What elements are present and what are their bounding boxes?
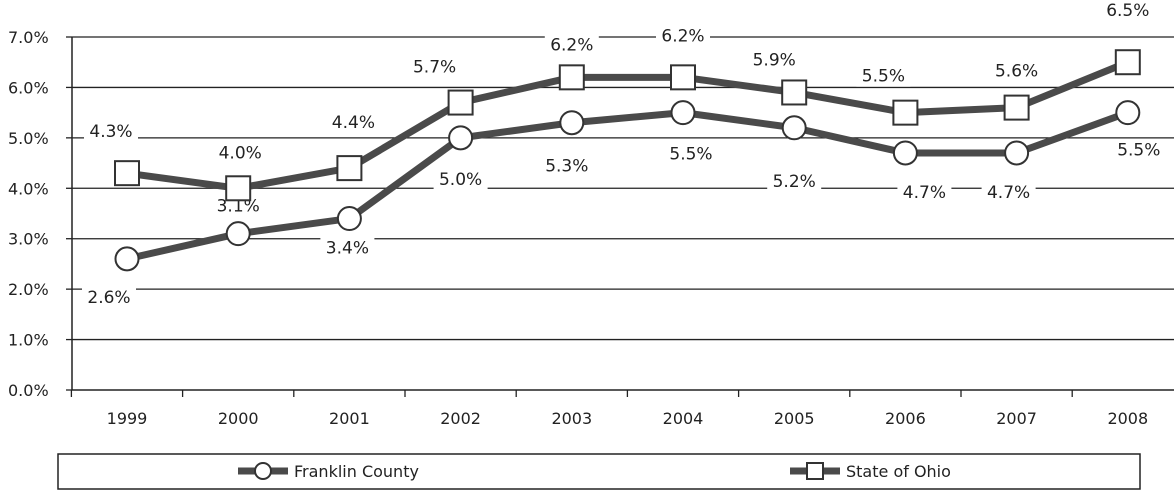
data-point-square bbox=[225, 175, 252, 202]
data-label-backdrop bbox=[539, 155, 594, 177]
x-tick-label-2006: 2006 bbox=[885, 409, 926, 428]
data-point-square bbox=[447, 89, 474, 116]
legend-box bbox=[57, 453, 1141, 490]
data-label: 3.4% bbox=[326, 239, 369, 259]
data-label-backdrop bbox=[84, 121, 138, 143]
data-label: 4.3% bbox=[89, 122, 132, 142]
data-point-square bbox=[558, 64, 585, 91]
data-label: 4.7% bbox=[903, 183, 946, 203]
series-line-state-of-ohio bbox=[126, 58, 1130, 192]
x-tick-label-2002: 2002 bbox=[440, 409, 481, 428]
data-label-backdrop bbox=[664, 143, 718, 165]
data-label-backdrop bbox=[407, 56, 462, 78]
legend-label-franklin-county: Franklin County bbox=[294, 462, 419, 481]
data-point-circle bbox=[559, 110, 585, 136]
data-label: 3.1% bbox=[217, 197, 260, 217]
data-label: 6.2% bbox=[550, 35, 593, 55]
data-label-backdrop bbox=[747, 49, 802, 71]
data-point-circle bbox=[336, 206, 362, 232]
legend-label-state-of-ohio: State of Ohio bbox=[846, 462, 951, 481]
data-label: 4.7% bbox=[987, 183, 1030, 203]
data-point-square bbox=[781, 79, 808, 106]
x-tick-label-2001: 2001 bbox=[329, 409, 370, 428]
data-label-backdrop bbox=[544, 34, 599, 56]
data-label-backdrop bbox=[767, 170, 822, 192]
data-label-backdrop bbox=[433, 168, 488, 190]
y-tick-label: 6.0% bbox=[8, 78, 49, 97]
x-tick-label-2005: 2005 bbox=[774, 409, 815, 428]
data-label: 5.7% bbox=[413, 58, 456, 78]
data-label: 5.5% bbox=[669, 145, 712, 165]
y-tick-label: 4.0% bbox=[8, 179, 49, 198]
data-label: 6.2% bbox=[661, 26, 704, 46]
data-label-backdrop bbox=[82, 286, 136, 308]
data-label: 5.9% bbox=[753, 50, 796, 70]
data-label-backdrop bbox=[320, 237, 375, 259]
data-label: 5.3% bbox=[545, 157, 588, 177]
series-line-franklin-county bbox=[126, 109, 1129, 263]
data-label: 5.5% bbox=[862, 67, 905, 87]
data-point-square bbox=[114, 160, 140, 187]
data-point-circle bbox=[114, 246, 140, 272]
data-point-square bbox=[670, 64, 696, 91]
data-label: 5.6% bbox=[995, 62, 1038, 82]
data-label: 4.0% bbox=[219, 143, 262, 163]
data-point-circle bbox=[1115, 100, 1141, 126]
data-label-backdrop bbox=[897, 181, 952, 203]
x-tick-label-1999: 1999 bbox=[107, 409, 148, 428]
data-label-backdrop bbox=[856, 65, 911, 87]
data-point-circle bbox=[1004, 140, 1030, 166]
x-tick-label-2003: 2003 bbox=[551, 409, 592, 428]
y-tick-label: 2.0% bbox=[8, 280, 49, 299]
data-label: 5.2% bbox=[773, 172, 816, 192]
x-tick-label-2000: 2000 bbox=[218, 409, 259, 428]
data-point-circle bbox=[225, 221, 251, 247]
y-tick-label: 1.0% bbox=[8, 331, 49, 350]
data-label: 5.0% bbox=[439, 170, 482, 190]
y-tick-label: 5.0% bbox=[8, 129, 49, 148]
data-point-square bbox=[336, 155, 363, 182]
data-label: 5.5% bbox=[1117, 141, 1160, 161]
data-label: 4.4% bbox=[332, 113, 375, 133]
data-point-circle bbox=[781, 115, 807, 141]
data-label-backdrop bbox=[989, 60, 1044, 82]
data-point-square bbox=[1003, 94, 1030, 121]
data-label: 2.6% bbox=[87, 288, 130, 308]
data-label: 6.5% bbox=[1106, 1, 1149, 21]
data-label-backdrop bbox=[981, 181, 1036, 203]
data-point-circle bbox=[892, 140, 918, 166]
data-point-square bbox=[892, 99, 919, 126]
data-label-backdrop bbox=[1100, 0, 1155, 22]
data-label-backdrop bbox=[213, 142, 268, 164]
y-tick-label: 3.0% bbox=[8, 230, 49, 249]
data-label-backdrop bbox=[326, 112, 381, 134]
y-tick-label: 7.0% bbox=[8, 28, 49, 47]
x-tick-label-2008: 2008 bbox=[1107, 409, 1148, 428]
data-point-circle bbox=[448, 125, 474, 151]
x-tick-label-2004: 2004 bbox=[663, 409, 704, 428]
data-point-circle bbox=[670, 100, 696, 126]
legend-square-marker bbox=[806, 462, 824, 480]
data-label-backdrop bbox=[656, 25, 710, 47]
data-label-backdrop bbox=[211, 195, 266, 217]
data-point-square bbox=[1114, 49, 1141, 76]
legend-circle-marker bbox=[254, 462, 272, 480]
y-tick-label: 0.0% bbox=[8, 381, 49, 400]
data-label-backdrop bbox=[1111, 139, 1166, 161]
x-tick-label-2007: 2007 bbox=[996, 409, 1037, 428]
